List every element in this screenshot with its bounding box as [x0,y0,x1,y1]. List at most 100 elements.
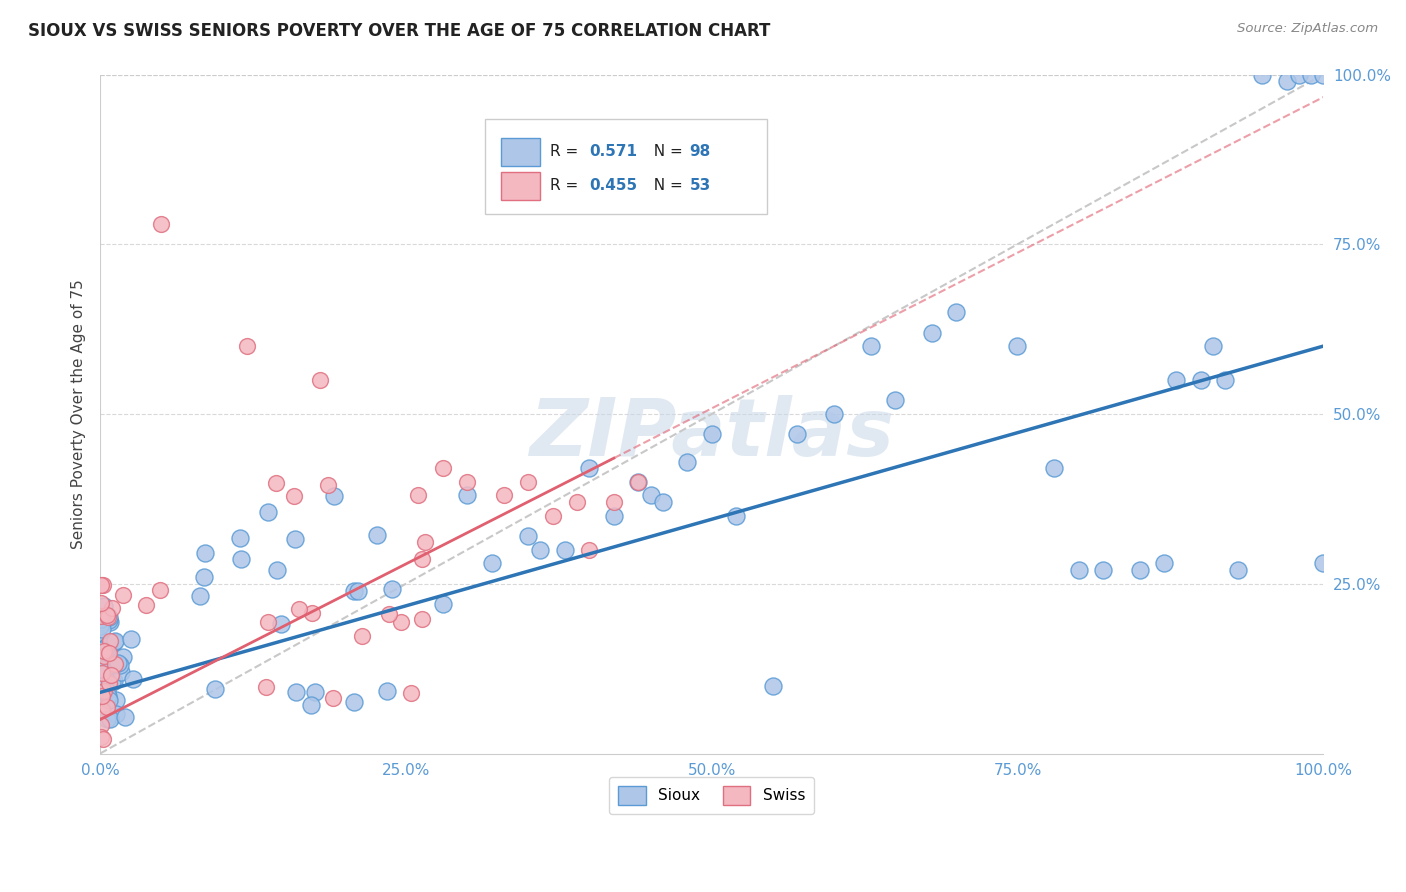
Point [104,693,127,707]
Point [377,607,399,621]
Point [97,690,120,704]
Point [93,686,115,700]
Point [1189,373,1212,387]
Point [90,596,112,610]
Point [101,675,124,690]
Point [309,373,332,387]
Point [150,217,173,231]
Point [105,706,128,721]
Point [98,651,121,665]
Point [266,563,288,577]
Point [114,709,136,723]
Point [107,656,129,670]
Point [93,648,115,663]
Point [1153,557,1175,571]
Point [90,718,112,732]
Point [96,639,118,653]
Point [603,508,626,523]
Point [90,622,112,636]
Point [96,640,118,654]
Point [517,529,540,543]
Point [91,647,114,661]
Y-axis label: Seniors Poverty Over the Age of 75: Seniors Poverty Over the Age of 75 [72,279,86,549]
Point [700,427,723,442]
Point [945,305,967,319]
Point [103,673,125,688]
Point [1007,339,1029,353]
FancyBboxPatch shape [502,171,540,200]
Point [98,673,121,688]
Point [375,683,398,698]
Point [98,657,121,672]
Point [96,712,118,726]
Point [565,495,588,509]
Point [322,489,344,503]
Point [1092,563,1115,577]
Point [93,599,115,613]
Point [97,610,120,624]
Point [103,635,125,649]
Point [96,691,118,706]
Point [229,551,252,566]
Point [640,488,662,502]
Point [270,617,292,632]
Point [1202,339,1225,353]
Point [108,657,131,672]
Point [98,713,121,727]
Point [456,488,478,502]
Text: N =: N = [644,145,688,160]
Point [399,686,422,700]
Text: 0.571: 0.571 [589,145,637,160]
Point [89,578,111,592]
Point [1288,68,1310,82]
Point [481,557,503,571]
Point [112,588,135,602]
Point [823,407,845,421]
Point [432,597,454,611]
Point [1166,373,1188,387]
Point [91,665,114,680]
Legend: Sioux, Swiss: Sioux, Swiss [609,777,814,814]
Point [283,489,305,503]
Text: Source: ZipAtlas.com: Source: ZipAtlas.com [1237,22,1378,36]
Point [257,505,280,519]
Point [921,326,943,340]
Point [104,633,127,648]
Point [93,643,115,657]
Point [97,641,120,656]
Point [859,339,882,353]
Point [135,598,157,612]
Point [578,542,600,557]
FancyBboxPatch shape [502,137,540,166]
Point [98,615,121,630]
Point [90,731,112,745]
Point [603,495,626,509]
Point [411,612,433,626]
Point [96,699,118,714]
Point [112,650,135,665]
Point [91,731,114,746]
Point [381,582,404,596]
Point [352,629,374,643]
Point [229,531,252,545]
Text: 98: 98 [690,145,711,160]
Point [627,475,650,489]
Point [343,583,366,598]
Point [529,542,551,557]
Point [389,615,412,629]
Point [98,692,121,706]
Point [1043,461,1066,475]
Point [366,528,388,542]
Point [91,662,114,676]
Point [347,584,370,599]
Point [627,475,650,489]
Point [194,546,217,560]
Text: SIOUX VS SWISS SENIORS POVERTY OVER THE AGE OF 75 CORRELATION CHART: SIOUX VS SWISS SENIORS POVERTY OVER THE … [28,22,770,40]
Point [100,667,122,681]
Point [97,646,120,660]
Point [413,535,436,549]
Point [188,589,211,603]
Point [288,602,311,616]
Point [786,427,808,442]
FancyBboxPatch shape [485,119,766,214]
